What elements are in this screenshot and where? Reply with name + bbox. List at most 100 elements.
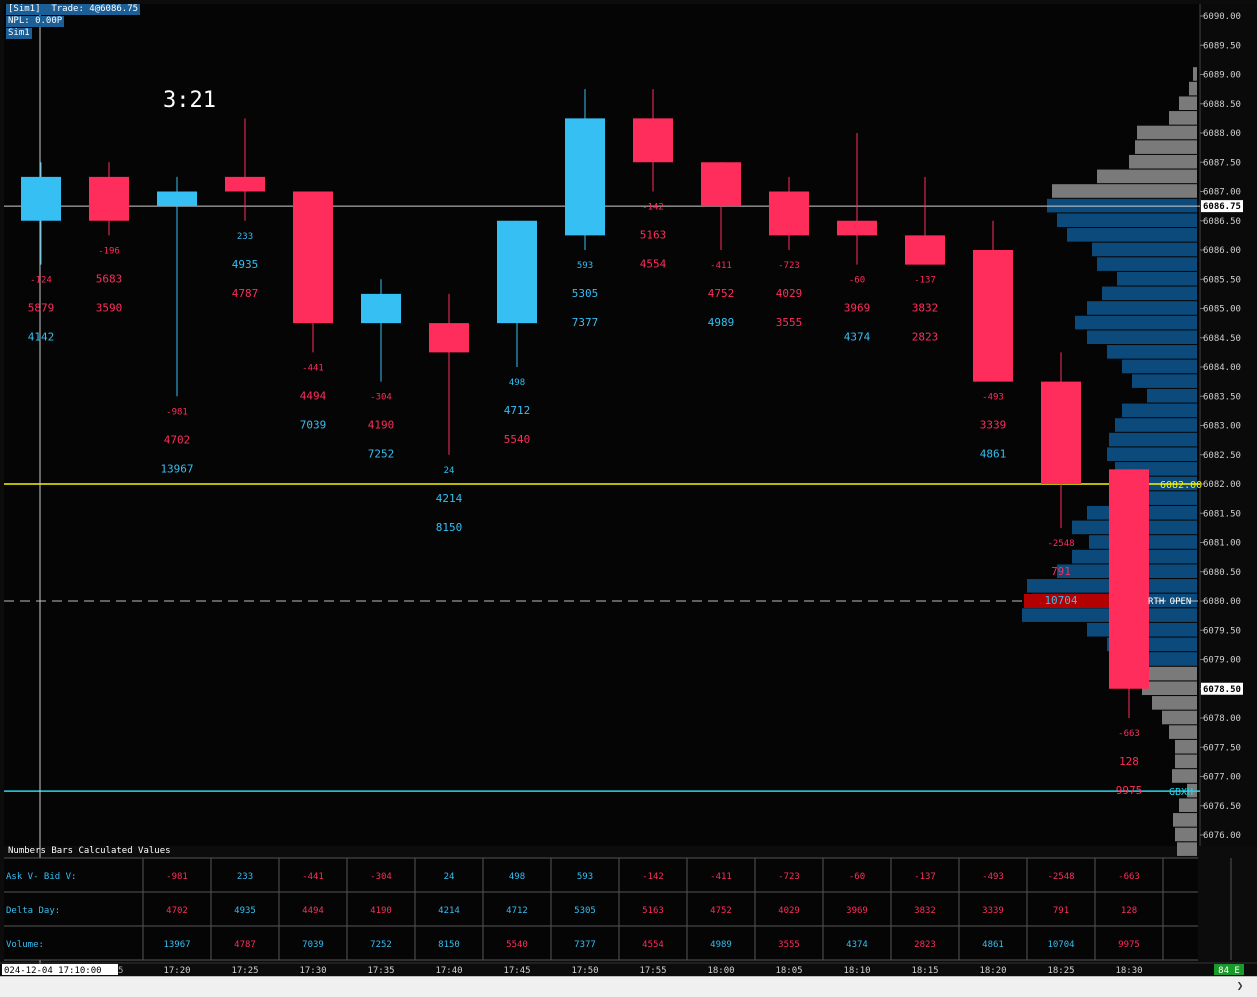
table-cell: 7252 (370, 940, 392, 950)
volume-profile-bar (1122, 403, 1197, 418)
candle-volume-label: 4142 (28, 331, 55, 344)
volume-profile-bar (1179, 96, 1197, 111)
start-time-label: 024-12-04 17:10:00 (4, 966, 102, 976)
table-cell: -2548 (1047, 872, 1074, 882)
candle-delta-day-label: 5163 (640, 229, 667, 242)
table-cell: 4935 (234, 906, 256, 916)
volume-profile-bar (1137, 125, 1197, 140)
volume-profile-bar (1129, 154, 1197, 169)
price-tick-label: 6089.00 (1203, 71, 1241, 81)
table-cell: 7039 (302, 940, 324, 950)
table-row-label: Delta Day: (6, 906, 60, 916)
volume-profile-bar (1193, 67, 1197, 81)
price-tick-label: 6084.00 (1203, 363, 1241, 373)
volume-profile-bar (1137, 666, 1197, 681)
price-tick-label: 6077.00 (1203, 773, 1241, 783)
candle-volume-label: 4989 (708, 316, 735, 329)
table-cell: -723 (778, 872, 800, 882)
values-table (4, 858, 1198, 960)
volume-profile-bar (1189, 81, 1197, 96)
candle-delta-label: -723 (778, 261, 800, 271)
time-tick-label: 17:45 (503, 966, 530, 976)
price-tick-label: 6080.50 (1203, 568, 1241, 578)
volume-profile-bar (1057, 213, 1197, 228)
volume-profile-bar (1132, 374, 1197, 388)
volume-profile-bar (1117, 271, 1197, 286)
candle-delta-day-label: 128 (1119, 755, 1139, 768)
candle-volume-label: 8150 (436, 521, 463, 534)
candle-body (769, 191, 809, 236)
last-price-label-bg (1201, 682, 1243, 695)
start-time-bg (2, 964, 118, 975)
price-tick-label: 6088.50 (1203, 100, 1241, 110)
candle-volume-label: 3555 (776, 316, 803, 329)
candle-body (565, 118, 605, 236)
table-cell: 7377 (574, 940, 596, 950)
candle-delta-day-label: 4190 (368, 419, 395, 432)
candle-body (225, 176, 265, 192)
table-cell: 13967 (163, 940, 190, 950)
candle-volume-label: 7252 (368, 448, 395, 461)
candle-body (1041, 381, 1081, 484)
candle-delta-day-label: 4029 (776, 287, 803, 300)
time-badge: 84 E (1218, 966, 1240, 976)
volume-profile-bar (1052, 184, 1197, 198)
volume-profile-bar (1092, 242, 1197, 257)
volume-profile-bar (1087, 330, 1197, 345)
time-tick-label: 17:50 (571, 966, 598, 976)
table-cell: 4752 (710, 906, 732, 916)
table-cell: -493 (982, 872, 1004, 882)
candle-volume-label: 10704 (1044, 594, 1077, 607)
volume-profile-bar (1169, 111, 1197, 125)
table-cell: 5305 (574, 906, 596, 916)
candle-delta-label: 593 (577, 261, 593, 271)
table-cell: 5540 (506, 940, 528, 950)
candle-delta-day-label: 4494 (300, 389, 327, 402)
candle-delta-label: -493 (982, 393, 1004, 403)
table-cell: 10704 (1047, 940, 1074, 950)
volume-profile-bar (1172, 769, 1197, 783)
candle-volume-label: 4554 (640, 258, 667, 271)
time-tick-label: 18:20 (979, 966, 1006, 976)
candle-body (905, 235, 945, 265)
price-tick-label: 6083.00 (1203, 422, 1241, 432)
table-cell: 4554 (642, 940, 664, 950)
time-tick-label: 18:25 (1047, 966, 1074, 976)
price-tick-label: 6087.50 (1203, 158, 1241, 168)
candle-delta-label: -304 (370, 393, 392, 403)
price-tick-label: 6087.00 (1203, 188, 1241, 198)
candle-body (429, 323, 469, 353)
price-tick-label: 6088.00 (1203, 129, 1241, 139)
volume-profile-bar (1169, 725, 1197, 739)
candle-delta-day-label: 4935 (232, 258, 259, 271)
candle-volume-label: 7377 (572, 316, 599, 329)
time-tick-label: 17:20 (163, 966, 190, 976)
table-cell: -411 (710, 872, 732, 882)
price-tick-label: 6086.00 (1203, 246, 1241, 256)
volume-profile-bar (1109, 432, 1197, 447)
price-tick-label: 6085.00 (1203, 305, 1241, 315)
candle-delta-label: -663 (1118, 729, 1140, 739)
candle-delta-label: -196 (98, 246, 120, 256)
table-cell: 4861 (982, 940, 1004, 950)
table-cell: 128 (1121, 906, 1137, 916)
candle-delta-day-label: 5879 (28, 302, 55, 315)
candle-body (633, 118, 673, 163)
gbxh-label: GBXH (1169, 787, 1193, 798)
scroll-right-icon[interactable]: ❯ (1236, 979, 1244, 992)
candle-volume-label: 9975 (1116, 784, 1143, 797)
price-tick-label: 6077.50 (1203, 743, 1241, 753)
volume-profile-bar (1115, 418, 1197, 432)
table-cell: 4702 (166, 906, 188, 916)
time-tick-label: 17:55 (639, 966, 666, 976)
table-cell: -60 (849, 872, 865, 882)
price-tick-label: 6081.00 (1203, 539, 1241, 549)
time-tick-label: 18:30 (1115, 966, 1142, 976)
candle-delta-label: -137 (914, 276, 936, 286)
candle-delta-day-label: 3832 (912, 302, 939, 315)
price-tick-label: 6079.50 (1203, 626, 1241, 636)
price-tick-label: 6090.00 (1203, 12, 1241, 22)
table-cell: -663 (1118, 872, 1140, 882)
horizontal-scrollbar[interactable]: ❯ (0, 976, 1257, 997)
